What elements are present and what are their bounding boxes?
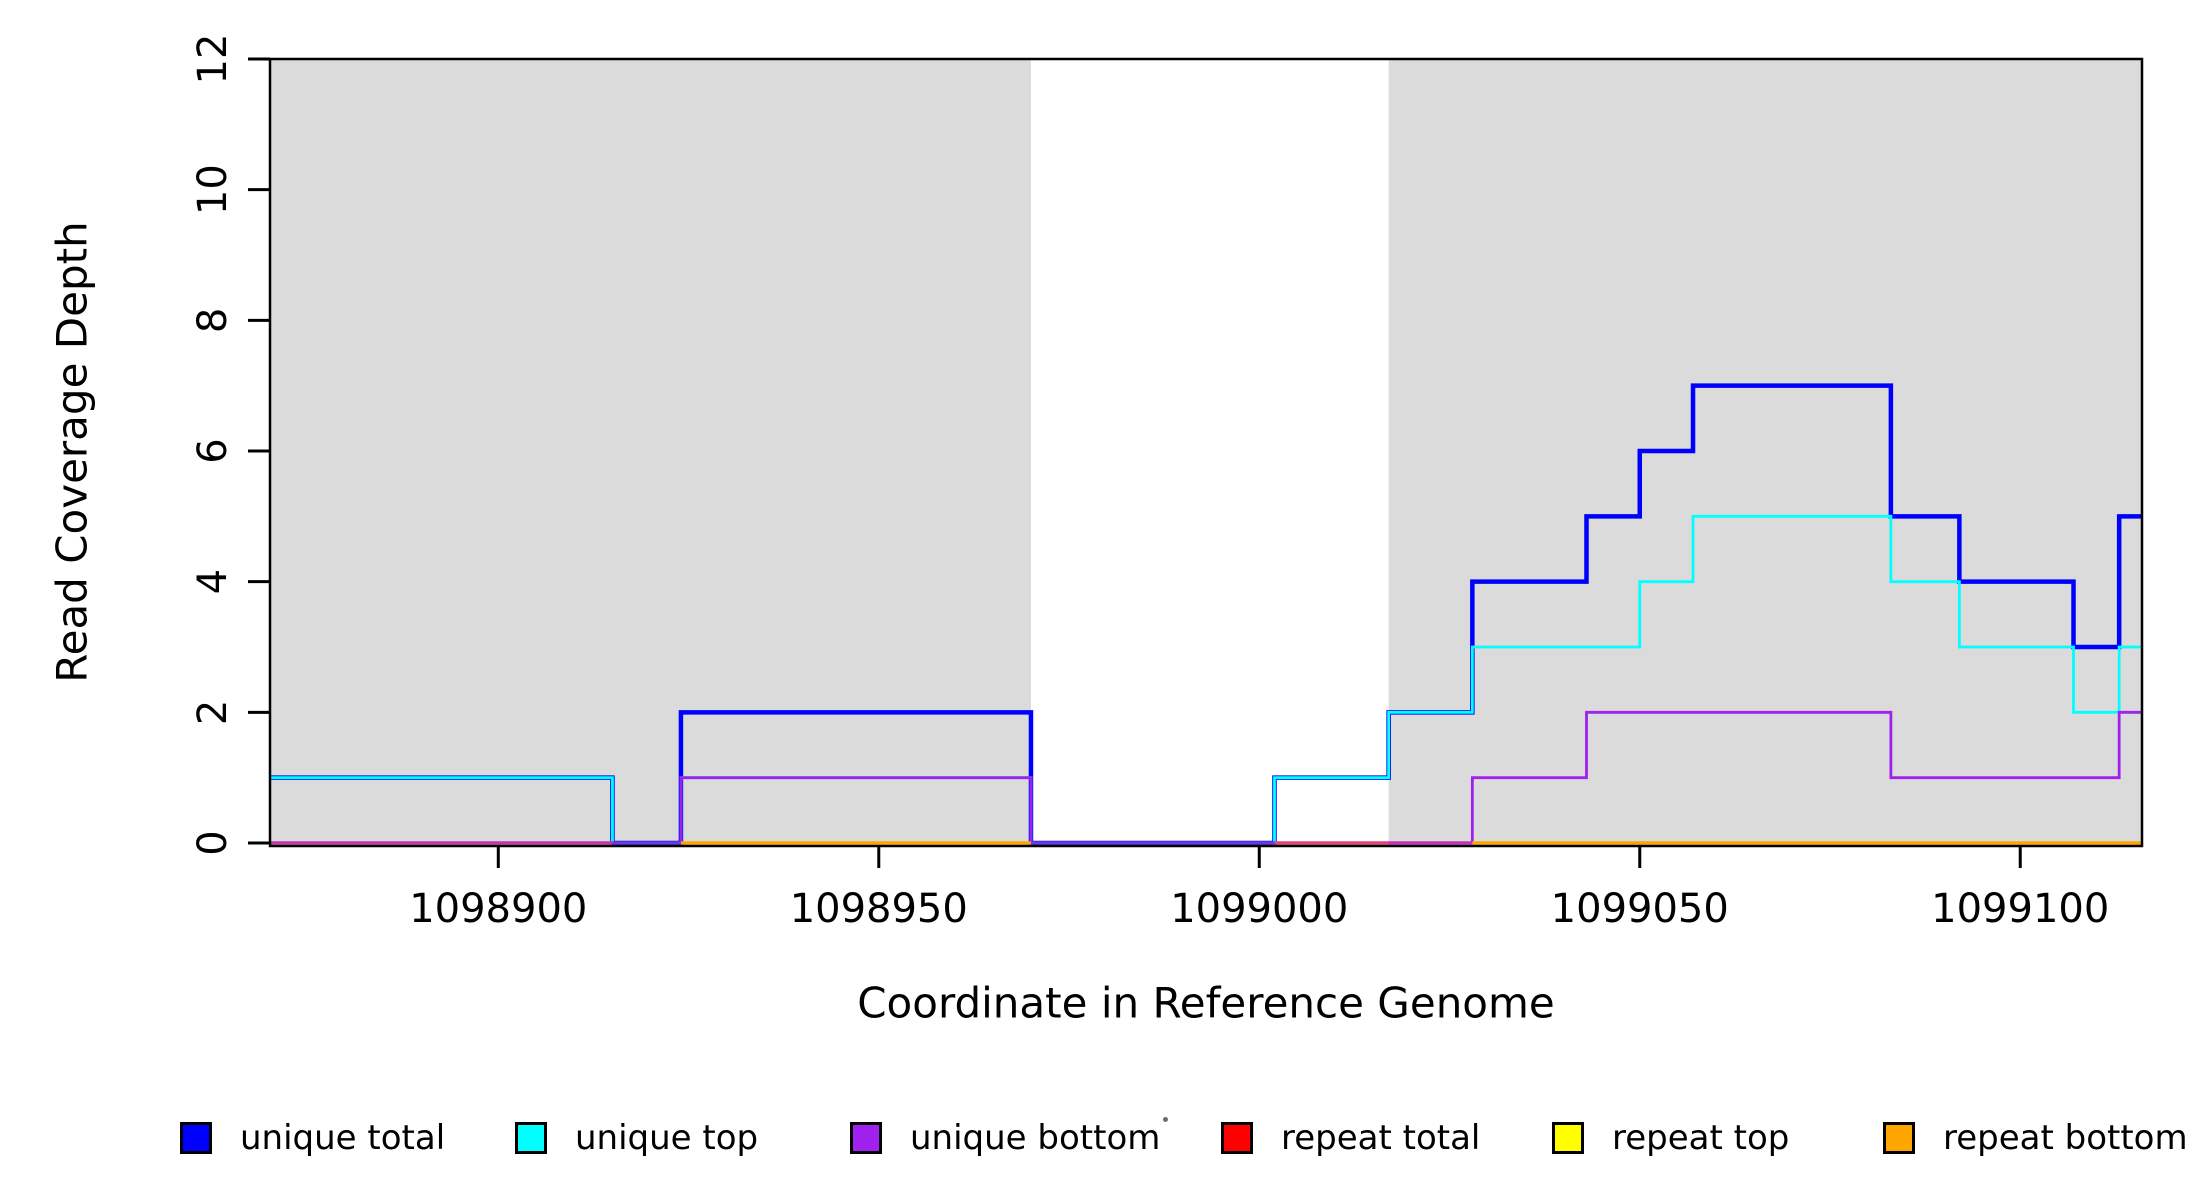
legend-label: repeat bottom xyxy=(1943,1118,2188,1158)
legend-item-unique-bottom: unique bottom xyxy=(850,1116,1160,1160)
x-tick-label: 1099000 xyxy=(1170,886,1348,932)
legend-label: unique total xyxy=(240,1118,446,1158)
legend-item-repeat-top: repeat top xyxy=(1552,1116,1789,1160)
legend-label: repeat top xyxy=(1612,1118,1790,1158)
y-tick-label: 8 xyxy=(190,308,236,333)
legend-separator-dot xyxy=(1163,1117,1168,1122)
legend-swatch-unique-bottom xyxy=(850,1122,882,1154)
x-tick-label: 1099050 xyxy=(1551,886,1729,932)
y-tick-label: 10 xyxy=(190,164,236,215)
step-line-unique-total xyxy=(270,383,2142,846)
repeat-region-band xyxy=(270,59,1031,843)
legend-item-repeat-total: repeat total xyxy=(1221,1116,1480,1160)
repeat-region-band xyxy=(1388,59,2142,843)
y-tick-label: 2 xyxy=(190,700,236,725)
legend-swatch-repeat-total xyxy=(1221,1122,1253,1154)
x-tick-label: 1098900 xyxy=(409,886,587,932)
x-tick-label: 1098950 xyxy=(790,886,968,932)
legend-label: unique top xyxy=(575,1118,759,1158)
legend-item-unique-top: unique top xyxy=(515,1116,758,1160)
x-axis-title: Coordinate in Reference Genome xyxy=(857,978,1555,1028)
x-tick-label: 1099100 xyxy=(1931,886,2109,932)
legend-swatch-repeat-bottom xyxy=(1883,1122,1915,1154)
y-tick-label: 4 xyxy=(190,569,236,594)
legend-swatch-unique-total xyxy=(180,1122,212,1154)
legend-swatch-unique-top xyxy=(515,1122,547,1154)
y-tick-label: 6 xyxy=(190,438,236,463)
y-axis-title: Read Coverage Depth xyxy=(47,221,97,683)
legend-item-unique-total: unique total xyxy=(180,1116,445,1160)
y-tick-label: 12 xyxy=(190,34,236,85)
legend-label: unique bottom xyxy=(910,1118,1161,1158)
legend-label: repeat total xyxy=(1281,1118,1481,1158)
step-line-unique-bottom xyxy=(270,710,2142,845)
legend-swatch-repeat-top xyxy=(1552,1122,1584,1154)
legend-item-repeat-bottom: repeat bottom xyxy=(1883,1116,2188,1160)
y-tick-label: 0 xyxy=(190,830,236,855)
